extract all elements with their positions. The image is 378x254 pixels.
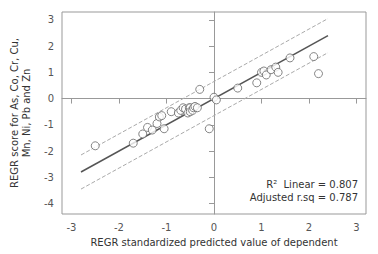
- svg-text:3: 3: [353, 222, 359, 233]
- svg-text:REGR score for As, Co, Cr, Cu,: REGR score for As, Co, Cr, Cu,: [9, 38, 20, 188]
- svg-text:-2: -2: [44, 146, 54, 157]
- svg-text:1: 1: [258, 222, 264, 233]
- svg-text:2: 2: [48, 41, 54, 52]
- svg-text:3: 3: [48, 14, 54, 25]
- svg-text:Adjusted r.sq = 0.787: Adjusted r.sq = 0.787: [250, 192, 358, 203]
- svg-text:0: 0: [211, 222, 217, 233]
- svg-text:R² Linear = 0.807: R² Linear = 0.807: [266, 179, 358, 190]
- svg-text:-1: -1: [44, 119, 54, 130]
- svg-text:-4: -4: [44, 198, 54, 209]
- svg-text:1: 1: [48, 67, 54, 78]
- svg-text:Mn, Ni, Pb and Zn: Mn, Ni, Pb and Zn: [21, 69, 32, 158]
- svg-text:-2: -2: [114, 222, 124, 233]
- svg-text:0: 0: [48, 93, 54, 104]
- svg-text:-1: -1: [162, 222, 172, 233]
- svg-text:REGR standardized predicted va: REGR standardized predicted value of dep…: [90, 237, 337, 248]
- svg-text:-3: -3: [67, 222, 77, 233]
- svg-text:-3: -3: [44, 172, 54, 183]
- svg-text:2: 2: [306, 222, 312, 233]
